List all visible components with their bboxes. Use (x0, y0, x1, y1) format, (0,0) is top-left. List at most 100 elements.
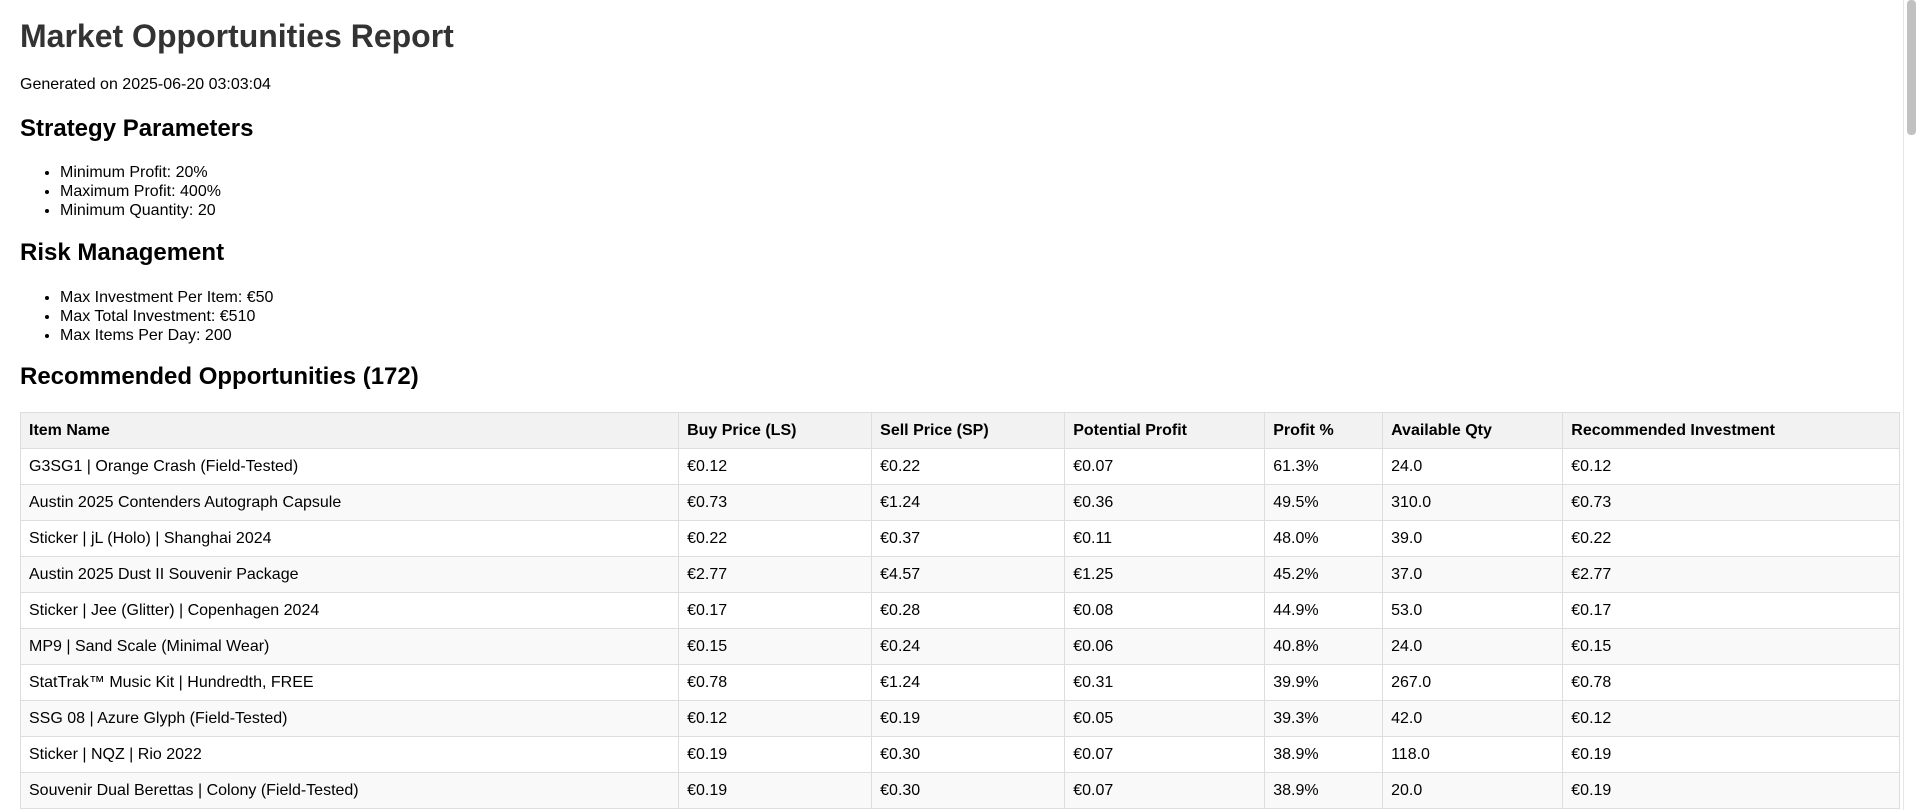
table-row: Austin 2025 Dust II Souvenir Package €2.7… (19, 556, 1900, 593)
table-cell: €0.24 (871, 628, 1066, 665)
table-cell: €0.15 (1562, 628, 1900, 665)
column-header: Sell Price (SP) (871, 412, 1066, 449)
table-body: G3SG1 | Orange Crash (Field-Tested) €0.12… (19, 448, 1900, 809)
table-cell: €1.24 (871, 664, 1066, 701)
table-cell: 53.0 (1382, 592, 1564, 629)
table-row: MP9 | Sand Scale (Minimal Wear) €0.15 €0.2… (19, 628, 1900, 665)
risk-item: Max Items Per Day: 200 (60, 326, 273, 345)
table-cell: €0.73 (678, 484, 873, 521)
table-cell: 61.3% (1264, 448, 1384, 485)
table-cell: €0.30 (871, 736, 1066, 773)
table-cell: €0.30 (871, 772, 1066, 809)
table-row: G3SG1 | Orange Crash (Field-Tested) €0.12… (19, 448, 1900, 485)
vertical-scrollbar[interactable] (1903, 0, 1918, 810)
table-cell: €0.08 (1064, 592, 1266, 629)
table-cell: 45.2% (1264, 556, 1384, 593)
table-cell: €0.07 (1064, 736, 1266, 773)
table-cell: €2.77 (1562, 556, 1900, 593)
table-cell: €0.28 (871, 592, 1066, 629)
scrollbar-thumb[interactable] (1907, 0, 1916, 135)
table-cell: €0.11 (1064, 520, 1266, 557)
table-cell: 42.0 (1382, 700, 1564, 737)
table-cell: €1.25 (1064, 556, 1266, 593)
table-cell: Souvenir Dual Berettas | Colony (Field-T… (19, 772, 680, 809)
table-cell: €0.19 (678, 736, 873, 773)
table-cell: SSG 08 | Azure Glyph (Field-Tested) (19, 700, 680, 737)
table-row: Sticker | NQZ | Rio 2022 €0.19 €0.30 €0.07 3… (19, 736, 1900, 773)
table-cell: €0.17 (678, 592, 873, 629)
table-cell: €0.37 (871, 520, 1066, 557)
strategy-item: Maximum Profit: 400% (60, 182, 221, 201)
table-cell: Sticker | jL (Holo) | Shanghai 2024 (19, 520, 680, 557)
table-cell: €0.78 (1562, 664, 1900, 701)
table-cell: 37.0 (1382, 556, 1564, 593)
table-cell: €0.06 (1064, 628, 1266, 665)
table-cell: €0.19 (678, 772, 873, 809)
table-cell: 24.0 (1382, 628, 1564, 665)
column-header: Profit % (1264, 412, 1384, 449)
table-cell: 24.0 (1382, 448, 1564, 485)
table-cell: €0.05 (1064, 700, 1266, 737)
table-cell: €0.17 (1562, 592, 1900, 629)
table-cell: €1.24 (871, 484, 1066, 521)
table-cell: 40.8% (1264, 628, 1384, 665)
table-cell: €0.07 (1064, 772, 1266, 809)
table-cell: €0.19 (871, 700, 1066, 737)
opportunities-heading: Recommended Opportunities (172) (20, 363, 419, 390)
table-row: Souvenir Dual Berettas | Colony (Field-T… (19, 772, 1900, 809)
column-header: Potential Profit (1064, 412, 1266, 449)
table-row: SSG 08 | Azure Glyph (Field-Tested) €0.12… (19, 700, 1900, 737)
table-cell: Sticker | NQZ | Rio 2022 (19, 736, 680, 773)
column-header: Recommended Investment (1562, 412, 1900, 449)
table-cell: €0.22 (871, 448, 1066, 485)
table-cell: €0.78 (678, 664, 873, 701)
table-row: Sticker | jL (Holo) | Shanghai 2024 €0.22… (19, 520, 1900, 557)
table-cell: 38.9% (1264, 736, 1384, 773)
table-cell: 44.9% (1264, 592, 1384, 629)
table-cell: €0.07 (1064, 448, 1266, 485)
risk-list: Max Investment Per Item: €50 Max Total I… (20, 288, 273, 345)
table-cell: €0.12 (1562, 448, 1900, 485)
table-cell: Sticker | Jee (Glitter) | Copenhagen 202… (19, 592, 680, 629)
table-row: StatTrak™ Music Kit | Hundredth, FREE €0.… (19, 664, 1900, 701)
table-cell: 48.0% (1264, 520, 1384, 557)
strategy-heading: Strategy Parameters (20, 115, 254, 142)
table-cell: 118.0 (1382, 736, 1564, 773)
opportunities-table: Item Name Buy Price (LS) Sell Price (SP) Po… (19, 412, 1900, 809)
table-cell: 267.0 (1382, 664, 1564, 701)
strategy-item: Minimum Profit: 20% (60, 163, 221, 182)
table-cell: Austin 2025 Dust II Souvenir Package (19, 556, 680, 593)
risk-item: Max Total Investment: €510 (60, 307, 273, 326)
table-header-row: Item Name Buy Price (LS) Sell Price (SP) Po… (19, 412, 1900, 449)
table-cell: MP9 | Sand Scale (Minimal Wear) (19, 628, 680, 665)
table-cell: €0.12 (1562, 700, 1900, 737)
table-cell: Austin 2025 Contenders Autograph Capsule (19, 484, 680, 521)
table-cell: €0.31 (1064, 664, 1266, 701)
table-cell: 49.5% (1264, 484, 1384, 521)
table-cell: €0.19 (1562, 736, 1900, 773)
table-cell: €0.15 (678, 628, 873, 665)
table-cell: €0.19 (1562, 772, 1900, 809)
strategy-list: Minimum Profit: 20% Maximum Profit: 400%… (20, 163, 221, 220)
table-cell: €0.12 (678, 448, 873, 485)
generated-timestamp: Generated on 2025-06-20 03:03:04 (20, 76, 271, 93)
table-cell: 39.3% (1264, 700, 1384, 737)
table-cell: €0.22 (678, 520, 873, 557)
table-row: Austin 2025 Contenders Autograph Capsule… (19, 484, 1900, 521)
column-header: Item Name (19, 412, 680, 449)
table-cell: 310.0 (1382, 484, 1564, 521)
page-title: Market Opportunities Report (20, 18, 454, 54)
table-cell: 38.9% (1264, 772, 1384, 809)
table-cell: €0.12 (678, 700, 873, 737)
table-cell: €0.22 (1562, 520, 1900, 557)
risk-heading: Risk Management (20, 239, 225, 266)
table-cell: €4.57 (871, 556, 1066, 593)
table-cell: StatTrak™ Music Kit | Hundredth, FREE (19, 664, 680, 701)
column-header: Buy Price (LS) (678, 412, 873, 449)
column-header: Available Qty (1382, 412, 1564, 449)
table-cell: 39.9% (1264, 664, 1384, 701)
table-cell: €0.73 (1562, 484, 1900, 521)
strategy-item: Minimum Quantity: 20 (60, 201, 221, 220)
table-cell: 20.0 (1382, 772, 1564, 809)
table-cell: G3SG1 | Orange Crash (Field-Tested) (19, 448, 680, 485)
